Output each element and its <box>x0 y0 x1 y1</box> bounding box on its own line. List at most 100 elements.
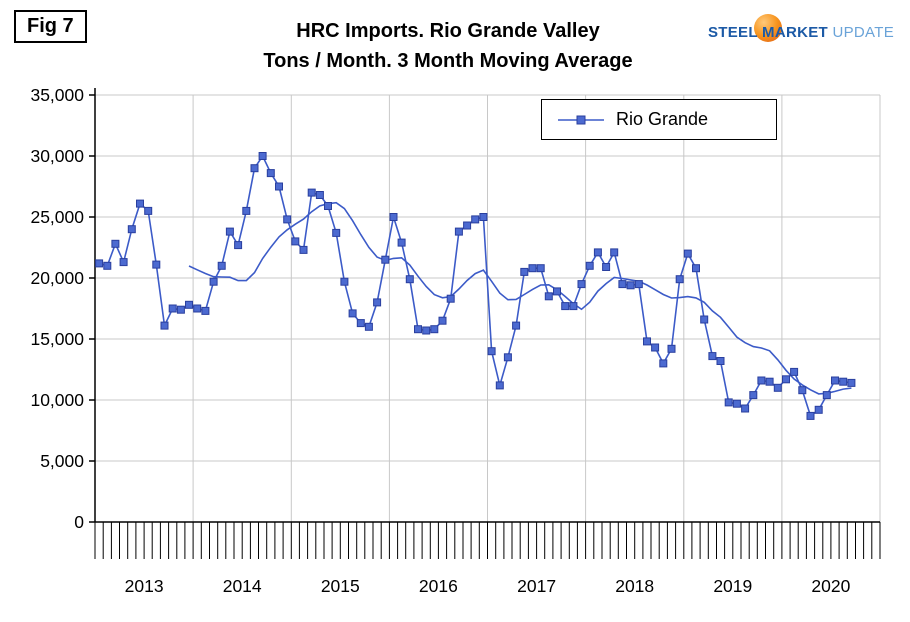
series-marker <box>503 353 512 362</box>
series-marker <box>487 347 496 356</box>
legend-label: Rio Grande <box>616 109 709 129</box>
series-marker <box>168 304 177 313</box>
series-marker <box>356 319 365 328</box>
series-marker <box>512 321 521 330</box>
series-marker <box>225 227 234 236</box>
series-marker <box>185 300 193 309</box>
series-marker <box>299 245 308 254</box>
series-marker <box>348 309 357 318</box>
series-marker <box>561 302 570 311</box>
series-marker <box>683 249 692 258</box>
series-marker <box>732 399 741 408</box>
series-marker <box>814 405 823 414</box>
series-marker <box>749 391 758 400</box>
series-marker <box>454 227 463 236</box>
series-marker <box>790 367 799 376</box>
series-marker <box>389 213 398 221</box>
legend: Rio Grande <box>541 99 777 140</box>
series-marker <box>438 316 447 325</box>
series-marker <box>831 376 839 385</box>
series-marker <box>610 248 619 257</box>
series-marker <box>414 325 422 334</box>
series-line <box>98 154 852 418</box>
series-marker <box>553 287 561 296</box>
series-marker <box>373 298 382 307</box>
series-marker <box>242 206 251 215</box>
series-marker <box>700 315 709 324</box>
y-tick-label: 15,000 <box>30 329 84 349</box>
series-marker <box>152 260 161 269</box>
series-marker <box>675 275 684 284</box>
year-label: 2015 <box>321 576 360 596</box>
series-marker <box>520 267 529 276</box>
series-marker <box>103 261 112 270</box>
series-marker <box>479 213 488 221</box>
y-tick-label: 10,000 <box>30 390 84 410</box>
chart-title-line1: HRC Imports. Rio Grande Valley <box>296 20 600 42</box>
series-marker <box>806 411 815 420</box>
year-label: 2020 <box>811 576 850 596</box>
series-marker <box>217 261 226 270</box>
series-marker <box>209 277 218 286</box>
year-label: 2013 <box>125 576 164 596</box>
series-marker <box>364 322 373 331</box>
series-marker <box>127 225 136 234</box>
series-marker <box>716 357 725 365</box>
series-marker <box>201 306 210 315</box>
series-marker <box>724 398 733 407</box>
series-marker <box>144 206 153 215</box>
series-marker <box>258 152 267 160</box>
series-marker <box>577 280 586 289</box>
legend-series-marker-icon <box>558 115 604 124</box>
series-marker <box>405 275 414 284</box>
series-marker <box>536 264 545 273</box>
year-label: 2017 <box>517 576 556 596</box>
series-marker <box>446 294 455 303</box>
series-marker <box>471 215 480 224</box>
y-tick-label: 25,000 <box>30 207 84 227</box>
year-label: 2016 <box>419 576 458 596</box>
y-tick-label: 5,000 <box>40 451 84 471</box>
series-marker <box>847 378 856 387</box>
y-tick-label: 0 <box>74 512 84 532</box>
chart-title-line2: Tons / Month. 3 Month Moving Average <box>263 50 633 72</box>
series-marker <box>839 377 848 386</box>
series-marker <box>430 325 439 334</box>
series-marker <box>250 164 259 173</box>
y-tick-label: 30,000 <box>30 146 84 166</box>
logo-word-market: MARKET <box>762 24 828 41</box>
series-marker <box>307 188 316 197</box>
series-marker <box>651 343 660 352</box>
series-marker <box>332 228 341 237</box>
series-marker <box>397 238 406 247</box>
series-marker <box>741 404 750 413</box>
series-marker <box>340 277 349 286</box>
series-marker <box>136 199 144 208</box>
year-label: 2019 <box>713 576 752 596</box>
series-marker <box>626 281 635 290</box>
figure-number-label: Fig 7 <box>14 10 87 43</box>
series-marker <box>324 202 332 210</box>
series-marker <box>528 264 537 273</box>
series-marker <box>234 241 243 250</box>
series-marker <box>291 237 300 246</box>
series-marker <box>569 302 578 311</box>
year-label: 2014 <box>223 576 262 596</box>
series-marker <box>160 321 169 330</box>
series-marker <box>585 261 594 270</box>
chart-title: HRC Imports. Rio Grande Valley Tons / Mo… <box>0 16 896 76</box>
year-label: 2018 <box>615 576 654 596</box>
series-marker <box>283 215 292 224</box>
logo-globe-icon <box>753 14 782 42</box>
series-marker <box>275 182 283 191</box>
series-marker <box>593 248 602 257</box>
series-marker <box>618 280 627 289</box>
series-marker <box>765 377 774 386</box>
series-marker <box>266 169 275 178</box>
series-marker <box>176 305 185 314</box>
series-marker <box>95 259 104 268</box>
logo-word-update: UPDATE <box>832 24 894 41</box>
series-marker <box>111 239 120 248</box>
steel-market-update-logo: STEEL MARKET UPDATE <box>708 14 894 42</box>
